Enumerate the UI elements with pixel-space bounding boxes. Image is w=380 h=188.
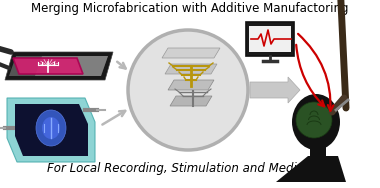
Ellipse shape xyxy=(292,94,340,150)
Circle shape xyxy=(296,102,332,138)
Polygon shape xyxy=(13,58,83,74)
FancyArrow shape xyxy=(250,77,300,103)
Polygon shape xyxy=(9,56,108,76)
Polygon shape xyxy=(276,156,346,182)
Polygon shape xyxy=(5,52,113,80)
Text: Merging Microfabrication with Additive Manufactoring: Merging Microfabrication with Additive M… xyxy=(31,2,349,15)
Polygon shape xyxy=(165,64,217,74)
FancyBboxPatch shape xyxy=(249,26,291,52)
Polygon shape xyxy=(310,146,326,156)
FancyBboxPatch shape xyxy=(246,22,294,56)
Polygon shape xyxy=(15,104,88,156)
Text: For Local Recording, Stimulation and Medication: For Local Recording, Stimulation and Med… xyxy=(47,162,333,175)
Ellipse shape xyxy=(36,110,66,146)
Circle shape xyxy=(128,30,248,150)
Polygon shape xyxy=(162,48,220,58)
Ellipse shape xyxy=(42,117,60,139)
Polygon shape xyxy=(170,96,212,106)
Polygon shape xyxy=(7,98,95,162)
Polygon shape xyxy=(168,80,214,90)
Polygon shape xyxy=(35,56,108,76)
